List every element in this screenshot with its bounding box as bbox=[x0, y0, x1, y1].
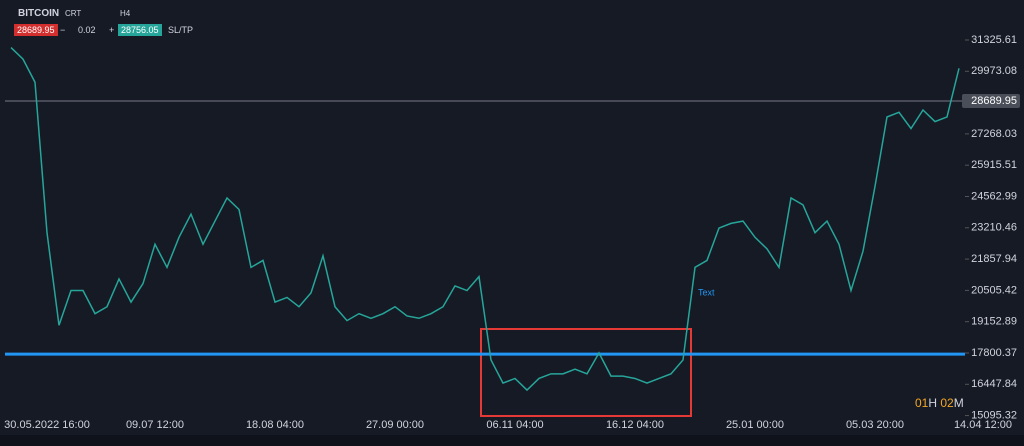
x-tick-label: 30.05.2022 16:00 bbox=[4, 419, 90, 431]
timer: 01H 02M bbox=[915, 396, 964, 410]
y-tick-label: 16447.84 bbox=[971, 378, 1017, 390]
minus-button[interactable]: − bbox=[60, 25, 66, 35]
y-tick-label: 24562.99 bbox=[971, 190, 1017, 202]
highlight-box bbox=[480, 328, 692, 417]
annotation: Text bbox=[698, 287, 715, 297]
chart-type[interactable]: CRT bbox=[65, 9, 82, 18]
bottom-bar bbox=[0, 435, 1024, 446]
timeframe[interactable]: H4 bbox=[120, 9, 131, 18]
x-tick-label: 05.03 20:00 bbox=[846, 419, 904, 431]
timer-m: M bbox=[953, 396, 964, 410]
timer-h: H bbox=[928, 396, 938, 410]
y-tick-label: 17800.37 bbox=[971, 347, 1017, 359]
x-tick-label: 09.07 12:00 bbox=[126, 419, 184, 431]
x-tick-label: 14.04 12:00 bbox=[954, 419, 1012, 431]
y-tick-label: 15095.32 bbox=[971, 409, 1017, 421]
symbol[interactable]: BITCOIN bbox=[18, 8, 60, 19]
plus-button[interactable]: + bbox=[109, 25, 115, 35]
current-price-box bbox=[962, 93, 1020, 108]
volume[interactable]: 0.02 bbox=[78, 25, 96, 35]
x-tick-label: 16.12 04:00 bbox=[606, 419, 664, 431]
price-line bbox=[10, 46, 960, 392]
y-tick-label: 29973.08 bbox=[971, 65, 1017, 77]
timer-minutes: 02 bbox=[940, 396, 954, 410]
y-tick-label: 20505.42 bbox=[971, 284, 1017, 296]
y-tick-label: 19152.89 bbox=[971, 316, 1017, 328]
x-tick-label: 25.01 00:00 bbox=[726, 419, 784, 431]
current-price-label: 28689.95 bbox=[971, 95, 1017, 107]
timer-hours: 01 bbox=[915, 396, 929, 410]
y-tick-label: 27268.03 bbox=[971, 128, 1017, 140]
x-tick-label: 27.09 00:00 bbox=[366, 419, 424, 431]
buy-price[interactable]: 28756.05 bbox=[118, 24, 162, 36]
y-tick-label: 31325.61 bbox=[971, 34, 1017, 46]
x-tick-label: 06.11 04:00 bbox=[486, 419, 543, 431]
x-tick-label: 18.08 04:00 bbox=[246, 419, 304, 431]
y-tick-label: 23210.46 bbox=[971, 222, 1017, 234]
sl-tp[interactable]: SL/TP bbox=[168, 25, 194, 35]
y-tick-label: 25915.51 bbox=[971, 159, 1017, 171]
y-tick-label: 21857.94 bbox=[971, 253, 1017, 265]
sell-price[interactable]: 28689.95 bbox=[14, 24, 58, 36]
